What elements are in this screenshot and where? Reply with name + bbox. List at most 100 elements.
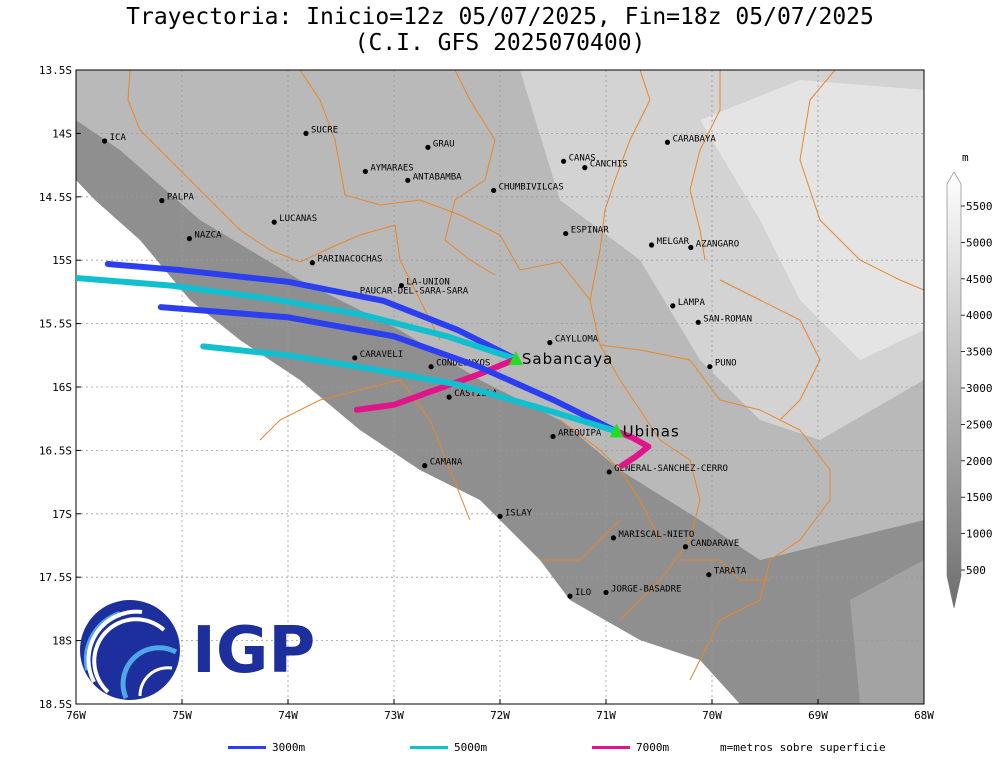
legend-item-3000: 3000m bbox=[228, 741, 305, 754]
place-sucre: SUCRE bbox=[303, 125, 338, 136]
x-tick-label: 70W bbox=[702, 709, 722, 722]
place-dot bbox=[428, 364, 434, 370]
colorbar-label: 1000 bbox=[966, 528, 993, 541]
place-label: PALPA bbox=[167, 193, 195, 203]
place-dot bbox=[695, 319, 701, 325]
chart-title-line2: (C.I. GFS 2025070400) bbox=[354, 30, 646, 56]
y-tick-label: 15.5S bbox=[39, 318, 72, 331]
volcano-label: Sabancaya bbox=[522, 350, 613, 368]
place-label: PAUCAR-DEL-SARA-SARA bbox=[360, 286, 469, 296]
x-tick-label: 76W bbox=[66, 709, 86, 722]
place-dot bbox=[670, 303, 676, 309]
colorbar-label: 5000 bbox=[966, 236, 993, 249]
place-label: CAMANA bbox=[430, 458, 463, 468]
legend-label-7000: 7000m bbox=[636, 741, 670, 754]
volcano-label: Ubinas bbox=[623, 422, 680, 440]
place-label: LAMPA bbox=[678, 298, 706, 308]
legend-label-3000: 3000m bbox=[272, 741, 306, 754]
y-tick-label: 17S bbox=[52, 508, 72, 521]
place-san-roman: SAN-ROMAN bbox=[695, 314, 752, 325]
place-dot bbox=[497, 513, 503, 519]
x-axis-ticks: 76W 75W 74W 73W 72W 71W 70W 69W 68W bbox=[66, 699, 934, 722]
place-dot bbox=[563, 230, 569, 237]
trajectory-5000m-sabancaya bbox=[76, 275, 519, 363]
chart-title-line1: Trayectoria: Inicio=12z 05/07/2025, Fin=… bbox=[126, 4, 874, 30]
y-tick-label: 14S bbox=[52, 127, 72, 140]
place-ica: ICA bbox=[102, 133, 126, 144]
y-tick-label: 16.5S bbox=[39, 444, 72, 457]
place-nazca: NAZCA bbox=[186, 231, 222, 242]
place-islay: ISLAY bbox=[497, 508, 533, 519]
place-dot bbox=[271, 219, 277, 225]
place-dot bbox=[425, 144, 431, 150]
place-canchis: CANCHIS bbox=[582, 160, 628, 171]
place-dot bbox=[102, 138, 108, 144]
place-dot bbox=[606, 469, 612, 475]
colorbar-label: 2500 bbox=[966, 418, 993, 431]
place-label: SUCRE bbox=[311, 125, 338, 135]
place-caraveli: CARAVELI bbox=[352, 350, 403, 361]
colorbar-label: 5500 bbox=[966, 200, 993, 213]
place-lucanas: LUCANAS bbox=[271, 214, 317, 225]
place-castilla: CASTILLA bbox=[446, 389, 498, 400]
place-label: CARAVELI bbox=[360, 350, 403, 360]
place-label: CHUMBIVILCAS bbox=[499, 182, 564, 192]
place-grau: GRAU bbox=[425, 139, 455, 150]
place-dot bbox=[362, 168, 368, 175]
place-la-union: LA-UNION bbox=[398, 278, 450, 289]
place-dot bbox=[398, 282, 405, 289]
place-dot bbox=[405, 177, 411, 183]
place-puno: PUNO bbox=[707, 359, 737, 370]
colorbar-label: 500 bbox=[966, 564, 986, 577]
place-lampa: LAMPA bbox=[670, 298, 705, 309]
place-label: GRAU bbox=[433, 139, 455, 149]
place-tarata: TARATA bbox=[706, 567, 747, 578]
place-label: AREQUIPA bbox=[558, 428, 602, 438]
legend-swatch-5000 bbox=[410, 746, 448, 749]
place-dot bbox=[186, 236, 193, 242]
y-tick-label: 14.5S bbox=[39, 191, 72, 204]
place-label: MELGAR bbox=[657, 237, 690, 247]
legend-note: m=metros sobre superficie bbox=[720, 741, 886, 754]
y-tick-label: 13.5S bbox=[39, 64, 72, 77]
place-label: JORGE-BASADRE bbox=[611, 584, 681, 594]
legend-swatch-3000 bbox=[228, 746, 266, 749]
volcano-triangle-icon bbox=[508, 351, 523, 366]
legend-label-5000: 5000m bbox=[454, 741, 488, 754]
trajectory-lines bbox=[76, 261, 652, 469]
place-dot bbox=[582, 165, 588, 171]
y-tick-label: 18S bbox=[52, 635, 72, 648]
place-label: CANAS bbox=[569, 153, 596, 163]
place-general-sanchez-cerro: GENERAL-SANCHEZ-CERRO bbox=[606, 464, 728, 475]
place-dot bbox=[707, 364, 713, 370]
x-tick-label: 68W bbox=[914, 709, 934, 722]
place-dot bbox=[561, 158, 567, 164]
place-palpa: PALPA bbox=[159, 193, 195, 204]
place-camana: CAMANA bbox=[422, 458, 463, 469]
place-jorge-basadre: JORGE-BASADRE bbox=[603, 584, 681, 596]
colorbar-label: 4000 bbox=[966, 309, 993, 322]
place-caylloma: CAYLLOMA bbox=[547, 335, 599, 346]
place-label: ISLAY bbox=[505, 508, 533, 518]
place-ilo: ILO bbox=[567, 588, 591, 599]
colorbar-label: 3500 bbox=[966, 346, 993, 359]
y-axis-ticks: 13.5S 14S 14.5S 15S 15.5S 16S 16.5S 17S 17.5S 18S… bbox=[39, 64, 81, 711]
place-label: AZANGARO bbox=[696, 240, 739, 250]
place-dot bbox=[603, 589, 609, 596]
volcano-ubinas: Ubinas bbox=[609, 422, 680, 440]
place-label: CANDARAVE bbox=[691, 539, 740, 549]
volcano-markers: Sabancaya Ubinas bbox=[508, 350, 680, 440]
place-label: LA-UNION bbox=[406, 278, 449, 288]
trajectory-5000m-ubinas bbox=[200, 343, 620, 435]
x-tick-label: 73W bbox=[384, 709, 404, 722]
place-label: LUCANAS bbox=[279, 214, 317, 224]
place-dot bbox=[664, 139, 671, 145]
y-tick-label: 15S bbox=[52, 254, 72, 267]
place-label: GENERAL-SANCHEZ-CERRO bbox=[614, 464, 728, 474]
place-chumbivilcas: CHUMBIVILCAS bbox=[491, 182, 564, 194]
place-dot bbox=[352, 355, 358, 361]
place-dot bbox=[547, 340, 553, 346]
place-dot bbox=[446, 394, 452, 400]
volcano-triangle-icon bbox=[609, 423, 624, 438]
